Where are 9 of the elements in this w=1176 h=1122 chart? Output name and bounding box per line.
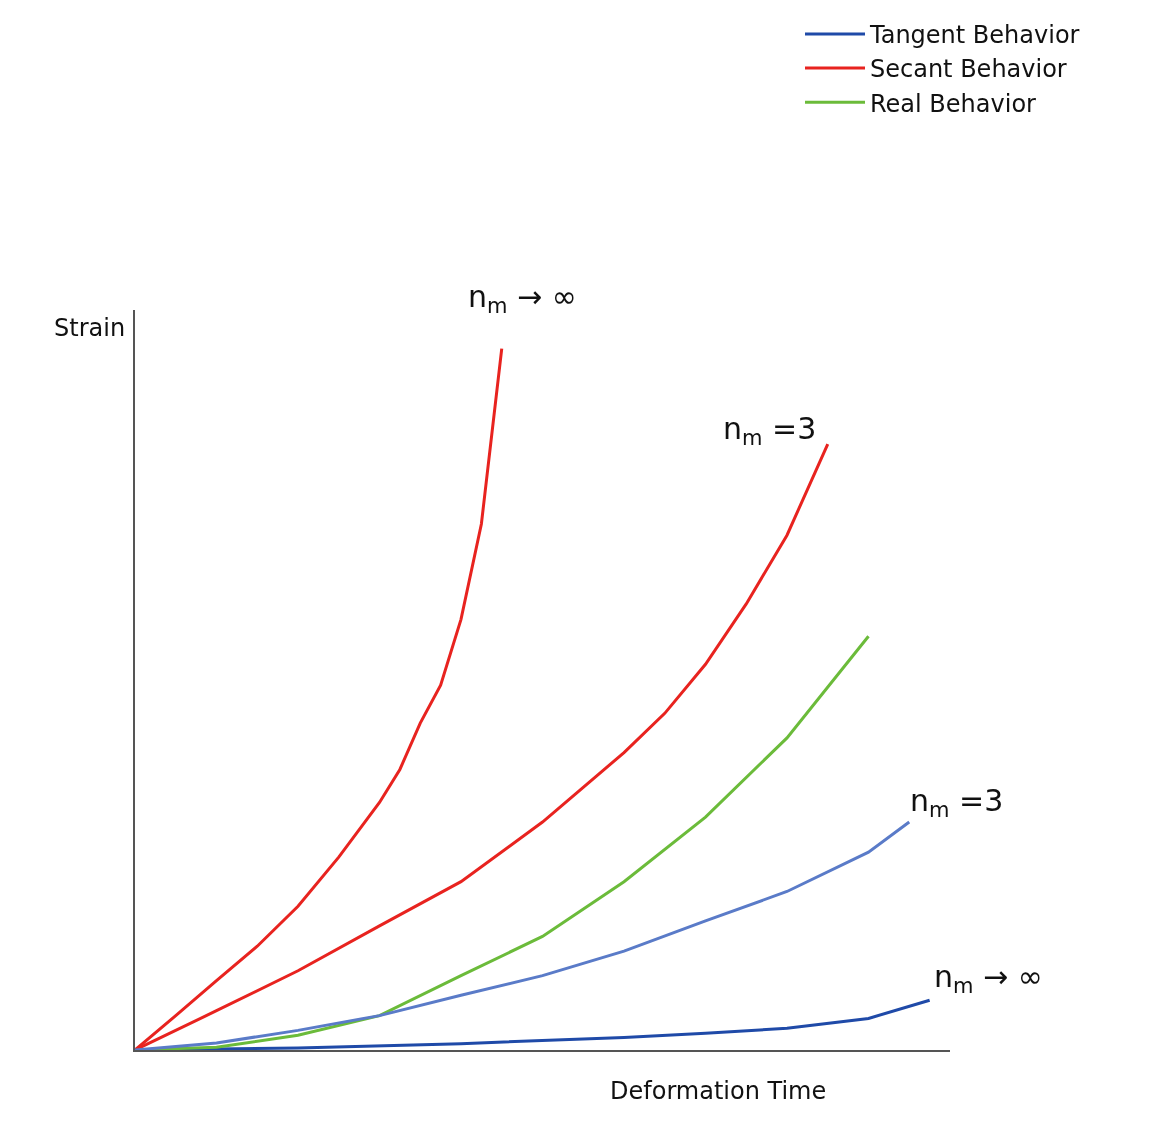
legend-label: Secant Behavior (870, 55, 1067, 84)
annotation: n$_{m}$ =3 (910, 783, 1004, 823)
annotation: n$_{m}$ =3 (723, 411, 817, 451)
text: n$_{m}$ → ∞ (468, 279, 577, 319)
legend-label: Real Behavior (870, 89, 1037, 118)
x-axis-title: Deformation Time (610, 1077, 827, 1105)
annotation: n$_{m}$ → ∞ (934, 959, 1043, 999)
legend-label: Tangent Behavior (869, 21, 1080, 50)
y-axis-title: Strain (54, 314, 126, 342)
